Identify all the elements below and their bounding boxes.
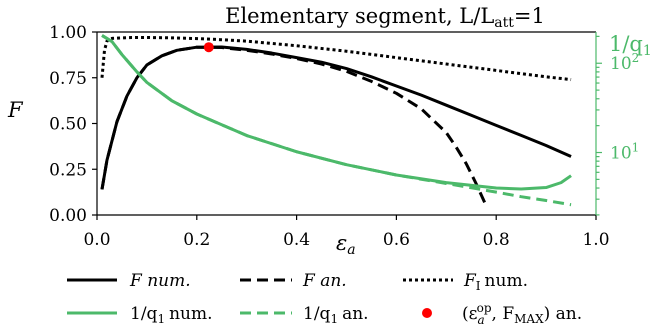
y-left-tick-label: 0.50 xyxy=(49,115,87,135)
legend-label-opt-suffix: ) an. xyxy=(544,304,583,324)
x-axis-ticks: 0.0 0.2 0.4 0.6 0.8 1.0 xyxy=(83,215,610,250)
chart-title-suffix: =1 xyxy=(514,4,545,28)
legend-label-opt-sub2: MAX xyxy=(514,312,544,326)
legend-label-f-num: F num. xyxy=(129,271,191,291)
x-tick-label: 0.8 xyxy=(483,230,510,250)
y-axis-left-label: F xyxy=(7,98,24,122)
series-line-4 xyxy=(101,34,572,207)
chart-title-main: Elementary segment, L/L xyxy=(225,4,494,28)
legend-label-fi-suffix: num. xyxy=(485,271,528,291)
x-axis-label: εa xyxy=(336,231,356,258)
chart-title: Elementary segment, L/Latt=1 xyxy=(225,4,545,31)
y-axis-right-label-sub: 1 xyxy=(643,43,652,59)
y-axis-right-label-main: 1/q xyxy=(609,32,643,56)
legend-item-q1-num: 1/q1 num. xyxy=(67,304,213,326)
y-right-tick-label: 102 xyxy=(610,51,639,74)
legend-label-q1-num-sub: 1 xyxy=(157,312,165,326)
x-tick-label: 0.0 xyxy=(83,230,110,250)
series-line-1 xyxy=(100,45,488,207)
legend-label-q1-an-sub: 1 xyxy=(330,312,338,326)
legend-label-q1-num-main: 1/q xyxy=(130,304,158,324)
legend-label-opt-open: (ε xyxy=(462,304,478,324)
series-line-2 xyxy=(100,35,572,82)
x-axis-label-sub: a xyxy=(347,242,355,258)
legend-label-opt-sup: op xyxy=(477,301,492,315)
x-tick-label: 0.6 xyxy=(383,230,410,250)
y-left-tick-label: 0.75 xyxy=(49,69,87,89)
series-line-3 xyxy=(101,34,572,191)
chart-title-sub: att xyxy=(494,15,514,31)
legend-item-f-num: F num. xyxy=(67,271,191,291)
legend-label-opt-sub: a xyxy=(477,313,484,327)
y-axis-right-label: 1/q1 xyxy=(609,32,652,59)
legend: F num. F an. FI num. 1/q1 num. 1/q1 an. xyxy=(67,271,582,327)
legend-item-fi-num: FI num. xyxy=(403,271,528,293)
x-tick-label: 0.2 xyxy=(183,230,210,250)
y-left-tick-label: 1.00 xyxy=(49,23,87,43)
y-right-tick-label: 101 xyxy=(610,141,639,164)
legend-label-q1-num-suffix: num. xyxy=(169,304,212,324)
x-axis-label-main: ε xyxy=(336,231,347,255)
y-axis-right-ticks: 101 102 xyxy=(596,35,639,216)
series-layer xyxy=(100,34,572,207)
legend-label-q1-num: 1/q1 num. xyxy=(130,304,213,326)
legend-label-fi-num: FI num. xyxy=(463,271,528,293)
x-tick-label: 1.0 xyxy=(582,230,609,250)
series-marker-optimum xyxy=(203,42,214,53)
legend-label-optimum: (εaop, FMAX) an. xyxy=(462,301,582,327)
legend-item-optimum: (εaop, FMAX) an. xyxy=(422,301,582,327)
legend-label-q1-an-main: 1/q xyxy=(303,304,331,324)
x-tick-label: 0.4 xyxy=(283,230,310,250)
legend-label-opt-mid: , F xyxy=(492,304,515,324)
legend-label-q1-an: 1/q1 an. xyxy=(303,304,369,326)
legend-item-q1-an: 1/q1 an. xyxy=(240,304,369,326)
y-axis-left-ticks: 0.00 0.25 0.50 0.75 1.00 xyxy=(49,23,97,226)
legend-label-fi-main: F xyxy=(463,271,477,291)
legend-swatch-optimum xyxy=(422,308,432,318)
y-left-tick-label: 0.25 xyxy=(49,160,87,180)
legend-label-fi-sub: I xyxy=(476,279,481,293)
y-left-tick-label: 0.00 xyxy=(49,206,87,226)
legend-label-f-an: F an. xyxy=(302,271,347,291)
legend-label-q1-an-suffix: an. xyxy=(342,304,369,324)
legend-item-f-an: F an. xyxy=(240,271,347,291)
